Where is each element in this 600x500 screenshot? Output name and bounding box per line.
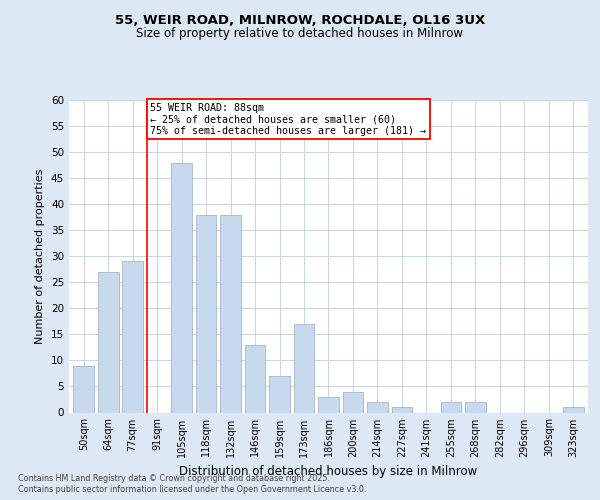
Bar: [367, 402, 388, 412]
Bar: [563, 408, 584, 412]
Y-axis label: Number of detached properties: Number of detached properties: [35, 168, 46, 344]
Bar: [245, 345, 265, 412]
Text: Contains HM Land Registry data © Crown copyright and database right 2025.: Contains HM Land Registry data © Crown c…: [18, 474, 330, 483]
Text: Contains public sector information licensed under the Open Government Licence v3: Contains public sector information licen…: [18, 485, 367, 494]
X-axis label: Distribution of detached houses by size in Milnrow: Distribution of detached houses by size …: [179, 465, 478, 478]
Bar: [73, 366, 94, 412]
Bar: [465, 402, 486, 412]
Bar: [196, 214, 217, 412]
Bar: [293, 324, 314, 412]
Text: 55, WEIR ROAD, MILNROW, ROCHDALE, OL16 3UX: 55, WEIR ROAD, MILNROW, ROCHDALE, OL16 3…: [115, 14, 485, 27]
Bar: [318, 397, 339, 412]
Bar: [343, 392, 364, 412]
Bar: [220, 214, 241, 412]
Bar: [440, 402, 461, 412]
Text: 55 WEIR ROAD: 88sqm
← 25% of detached houses are smaller (60)
75% of semi-detach: 55 WEIR ROAD: 88sqm ← 25% of detached ho…: [151, 102, 427, 136]
Bar: [122, 262, 143, 412]
Bar: [98, 272, 119, 412]
Bar: [269, 376, 290, 412]
Bar: [392, 408, 412, 412]
Text: Size of property relative to detached houses in Milnrow: Size of property relative to detached ho…: [137, 27, 464, 40]
Bar: [171, 162, 192, 412]
